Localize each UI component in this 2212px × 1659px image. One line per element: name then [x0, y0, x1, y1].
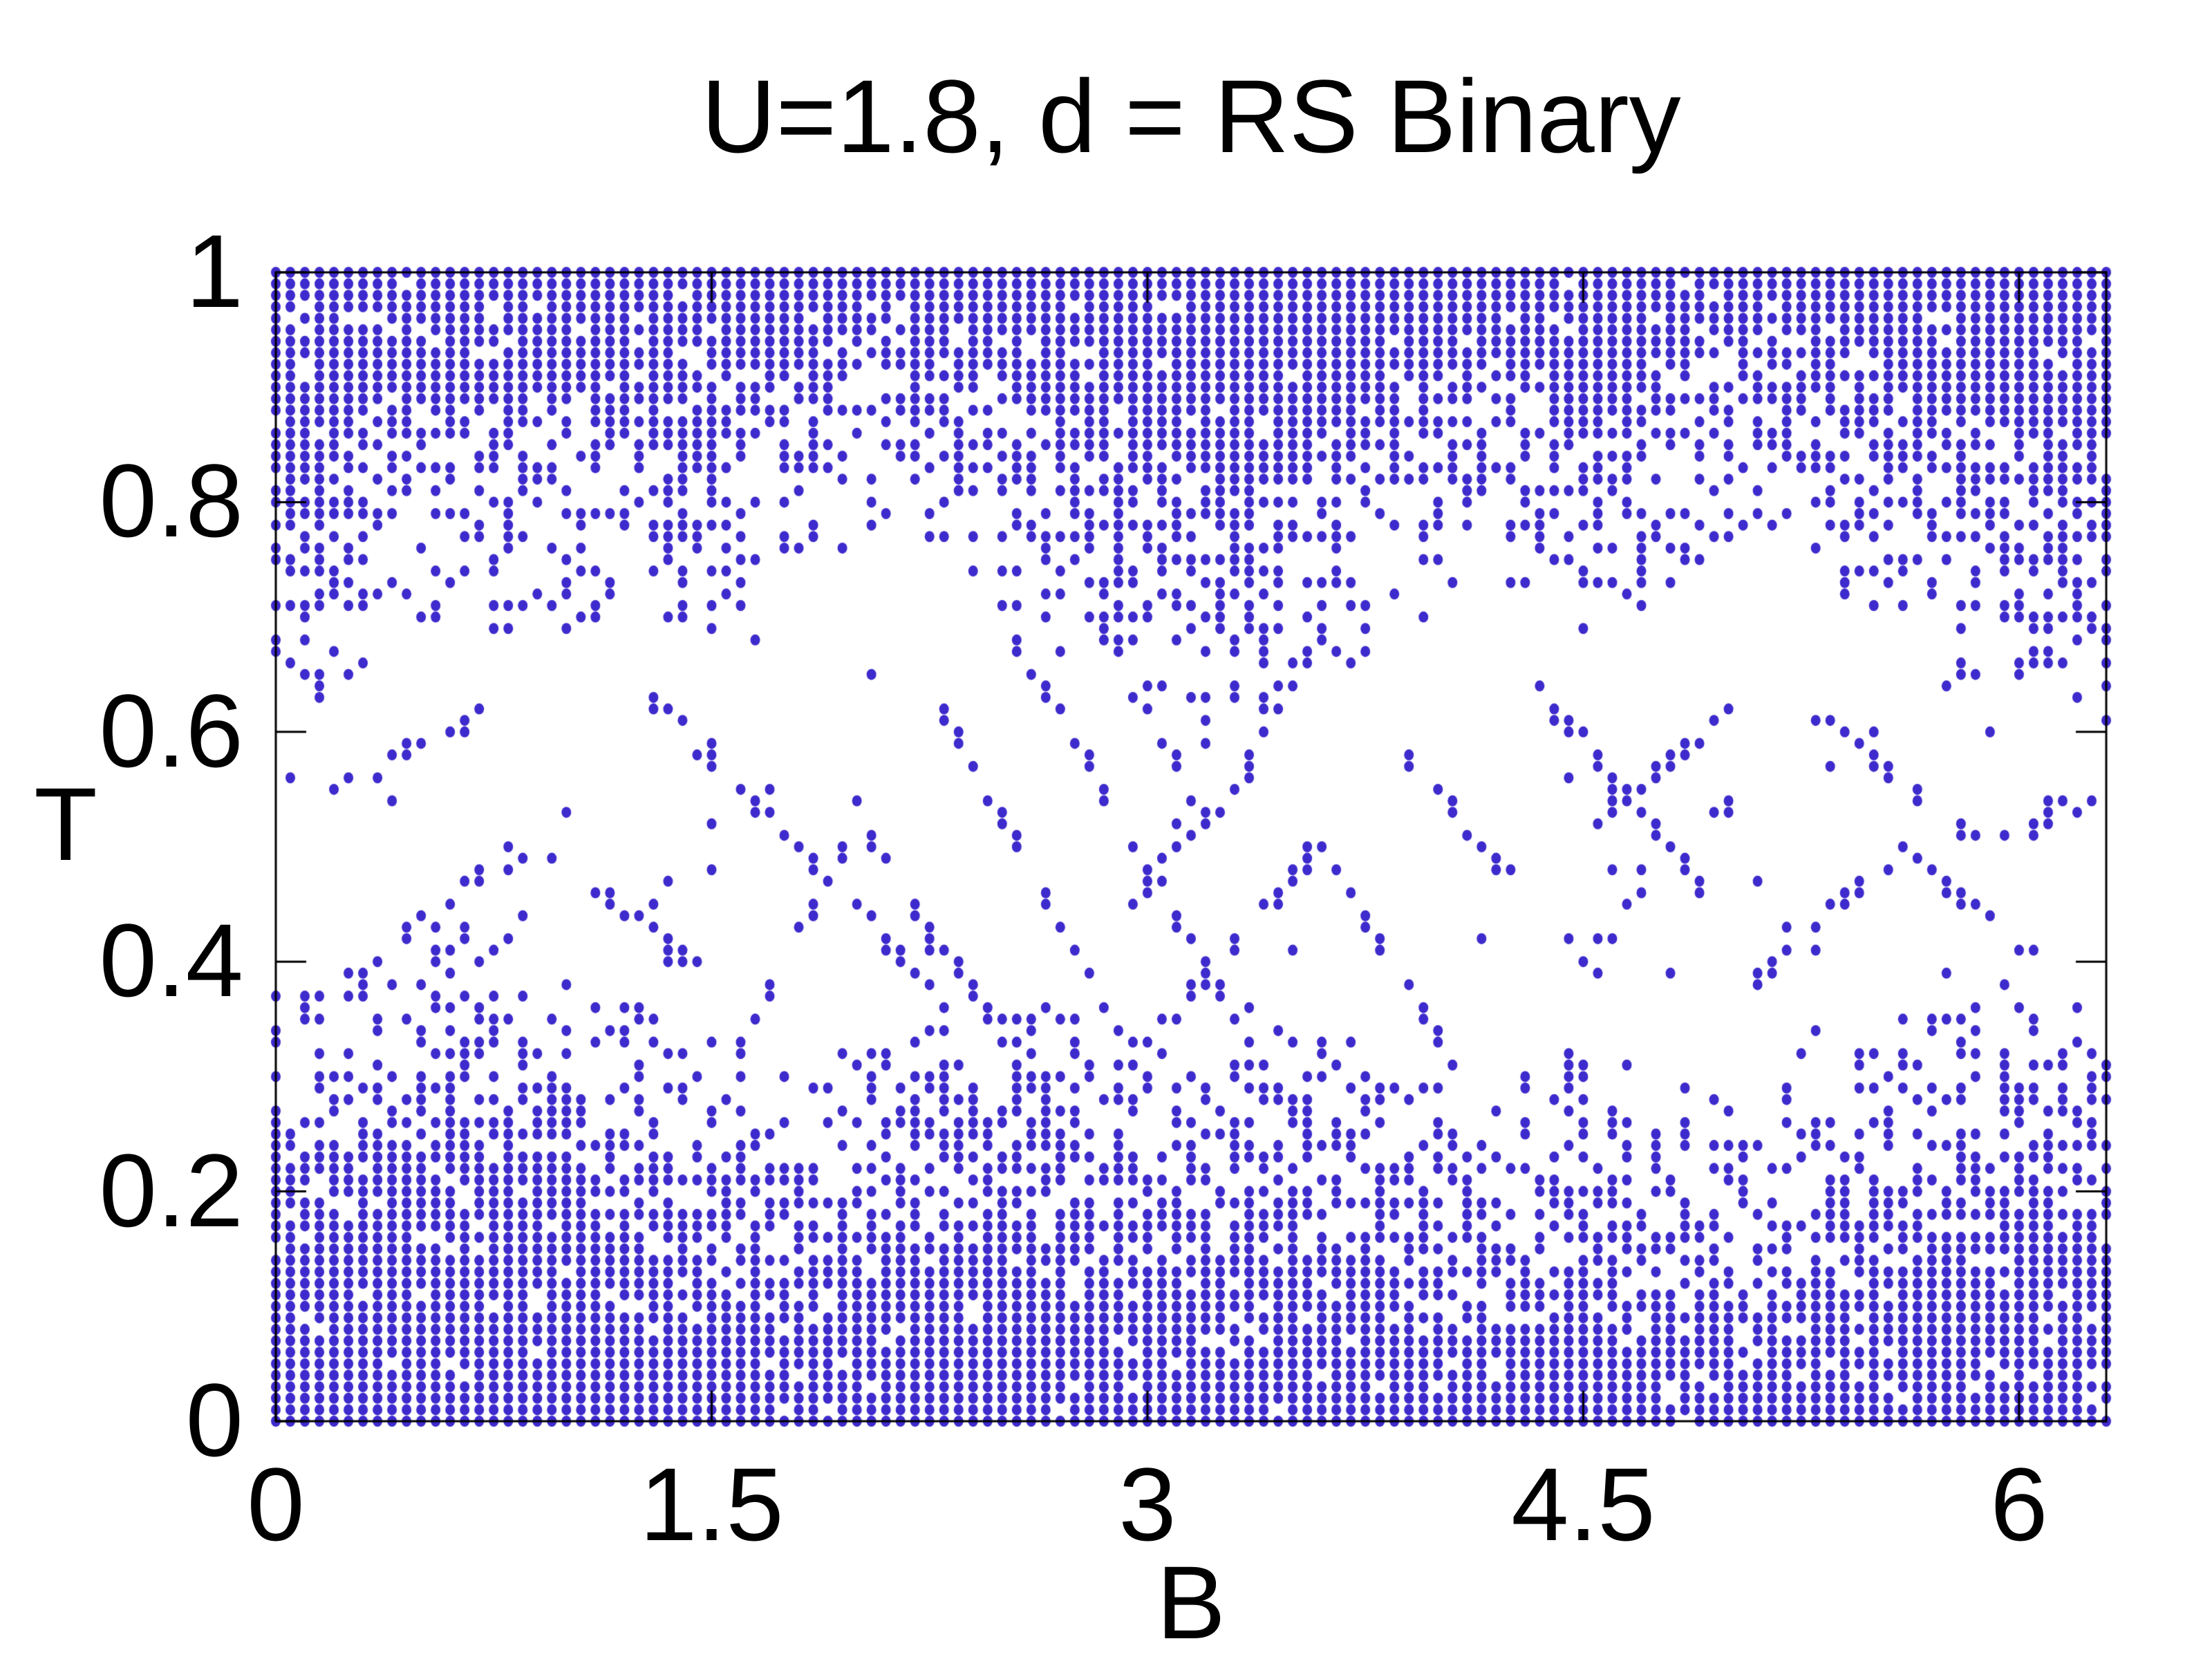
- x-tick-label: 1.5: [639, 1446, 784, 1562]
- x-tick-label: 0: [247, 1446, 305, 1562]
- x-tick-label: 6: [1990, 1446, 2048, 1562]
- y-tick-label: 0.2: [99, 1132, 243, 1248]
- y-tick-label: 1: [185, 213, 243, 329]
- y-tick-label: 0.8: [99, 442, 243, 559]
- x-axis-label: B: [1156, 1544, 1226, 1659]
- chart-title: U=1.8, d = RS Binary: [701, 58, 1681, 174]
- x-tick-label: 3: [1118, 1446, 1177, 1562]
- y-axis-label: T: [34, 766, 97, 882]
- x-tick-label: 4.5: [1511, 1446, 1656, 1562]
- y-tick-label: 0.6: [99, 672, 243, 789]
- y-tick-label: 0.4: [99, 902, 243, 1019]
- y-tick-label: 0: [185, 1362, 243, 1478]
